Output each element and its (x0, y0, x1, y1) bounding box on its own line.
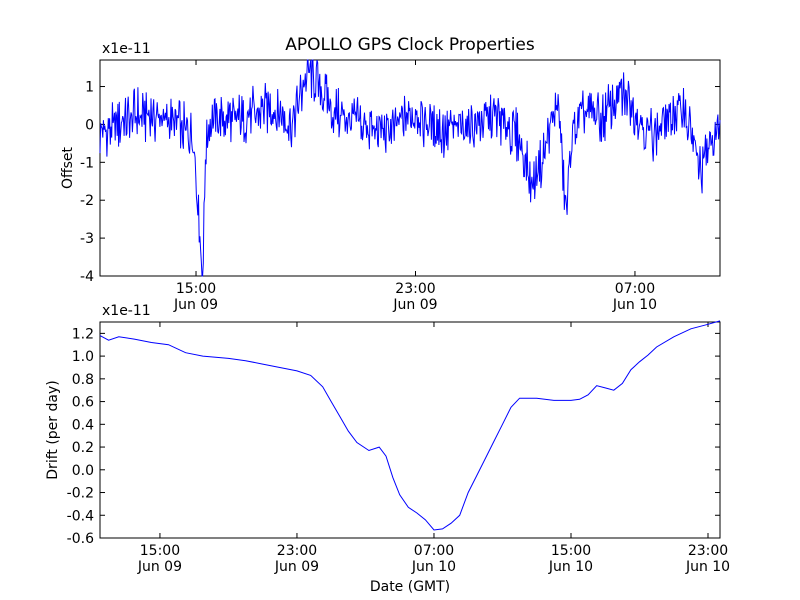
offset-plot-frame (99, 59, 721, 277)
drift-xtick-time-label: 15:00 (551, 543, 591, 559)
drift-x-axis-label: Date (GMT) (370, 579, 450, 595)
drift-ytick-label: -0.6 (67, 531, 94, 547)
drift-ytick-label: 0.2 (72, 440, 94, 456)
drift-ytick-label: -0.2 (67, 486, 94, 502)
drift-xtick-date-label: Jun 10 (411, 559, 456, 575)
drift-ytick-label: 0.6 (72, 395, 94, 411)
drift-xtick-time-label: 23:00 (277, 543, 317, 559)
offset-ytick-label: 0 (85, 117, 94, 133)
offset-xtick-date-label: Jun 09 (392, 297, 437, 313)
drift-ytick-label: 0.8 (72, 372, 94, 388)
offset-ytick-label: -1 (80, 155, 94, 171)
offset-line (99, 59, 721, 277)
drift-line (99, 320, 721, 531)
offset-xtick-date-label: Jun 09 (173, 297, 218, 313)
drift-xtick-time-label: 15:00 (140, 543, 180, 559)
offset-xtick-date-label: Jun 10 (612, 297, 657, 313)
drift-axes: 1.21.00.80.60.40.20.0-0.2-0.4-0.615:00Ju… (45, 303, 730, 595)
offset-ytick-label: -3 (80, 231, 94, 247)
drift-xtick-date-label: Jun 10 (685, 559, 730, 575)
drift-series (99, 320, 721, 531)
offset-y-axis-label: Offset (60, 146, 76, 189)
offset-ytick-label: 1 (85, 80, 94, 96)
offset-xtick-time-label: 07:00 (615, 281, 655, 297)
drift-y-axis-label: Drift (per day) (45, 380, 61, 479)
drift-ticks: 1.21.00.80.60.40.20.0-0.2-0.4-0.615:00Ju… (67, 322, 730, 575)
drift-xtick-date-label: Jun 09 (274, 559, 319, 575)
drift-xtick-date-label: Jun 09 (137, 559, 182, 575)
offset-xtick-time-label: 23:00 (395, 281, 435, 297)
drift-ytick-label: 0.0 (72, 463, 94, 479)
drift-ytick-label: 0.4 (72, 417, 94, 433)
chart-title: APOLLO GPS Clock Properties (285, 35, 535, 55)
offset-ytick-label: -4 (80, 269, 94, 285)
offset-xtick-time-label: 15:00 (176, 281, 216, 297)
offset-series (99, 59, 721, 277)
offset-ytick-label: -2 (80, 193, 94, 209)
drift-xtick-date-label: Jun 10 (548, 559, 593, 575)
drift-ytick-label: 1.2 (72, 326, 94, 342)
offset-exponent-label: x1e-11 (102, 41, 151, 57)
drift-exponent-label: x1e-11 (102, 303, 151, 319)
drift-ytick-label: -0.4 (67, 508, 94, 524)
drift-xtick-time-label: 07:00 (414, 543, 454, 559)
drift-plot-frame (99, 321, 721, 539)
drift-ytick-label: 1.0 (72, 349, 94, 365)
drift-xtick-time-label: 23:00 (688, 543, 728, 559)
